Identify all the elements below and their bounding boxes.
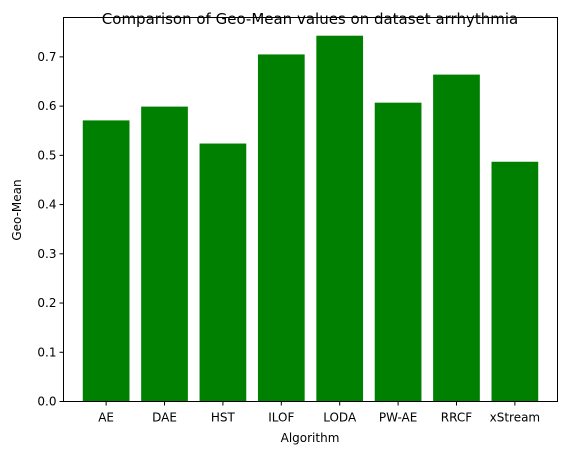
y-tick-label: 0.0 (37, 395, 56, 409)
bar-loda (316, 35, 364, 402)
x-tick-label: LODA (323, 411, 357, 425)
y-tick-label: 0.5 (37, 148, 56, 162)
x-tick-label: RRCF (441, 411, 472, 425)
plot-frame (63, 17, 558, 402)
x-tick-label: AE (98, 411, 114, 425)
y-tick-label: 0.3 (37, 247, 56, 261)
x-axis: AE DAE HST ILOF LODA PW-AE RRCF xStream (98, 401, 541, 425)
x-tick-label: HST (211, 411, 236, 425)
x-axis-label: Algorithm (281, 431, 340, 445)
bar-dae (141, 106, 188, 402)
y-axis-label: Geo-Mean (10, 179, 24, 240)
y-tick-label: 0.7 (37, 50, 56, 64)
x-tick-label: xStream (490, 411, 541, 425)
bars-group (82, 35, 539, 402)
x-tick-label: DAE (152, 411, 177, 425)
bar-pw-ae (374, 102, 422, 402)
bar-xstream (491, 161, 539, 402)
x-tick-label: ILOF (268, 411, 294, 425)
bar-ilof (257, 54, 305, 402)
y-tick-label: 0.6 (37, 99, 56, 113)
y-axis: 0.0 0.1 0.2 0.3 0.4 0.5 0.6 0.7 (37, 50, 64, 409)
y-tick-label: 0.1 (37, 345, 56, 359)
y-tick-label: 0.4 (37, 198, 56, 212)
bar-rrcf (433, 74, 480, 402)
bar-hst (199, 143, 247, 402)
chart-title: Comparison of Geo-Mean values on dataset… (102, 10, 518, 28)
bar-ae (82, 120, 130, 402)
y-tick-label: 0.2 (37, 296, 56, 310)
x-tick-label: PW-AE (379, 411, 417, 425)
